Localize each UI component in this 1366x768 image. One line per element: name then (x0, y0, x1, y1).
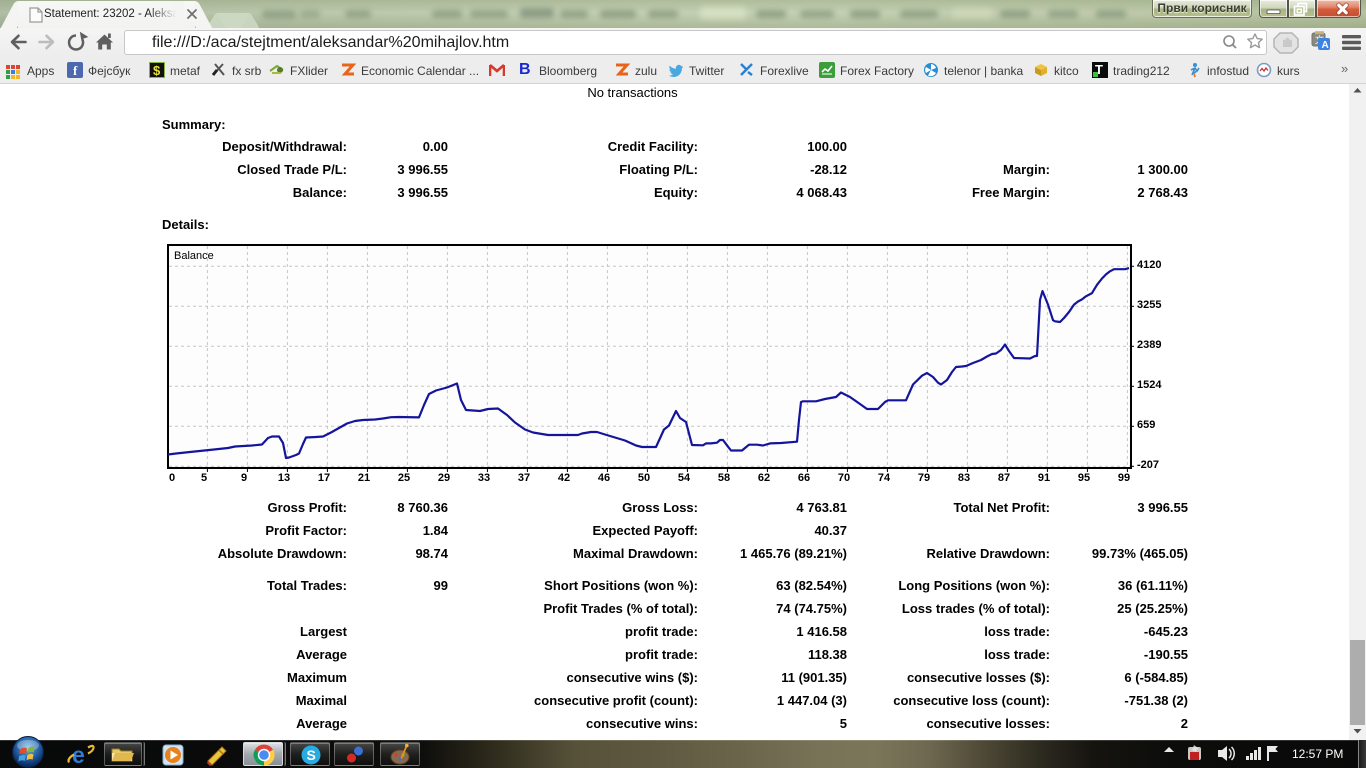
svg-text:e: e (72, 742, 85, 768)
svg-text:S: S (307, 747, 316, 763)
svg-text:A: A (1322, 40, 1329, 51)
svg-text:Balance: Balance (174, 250, 214, 262)
